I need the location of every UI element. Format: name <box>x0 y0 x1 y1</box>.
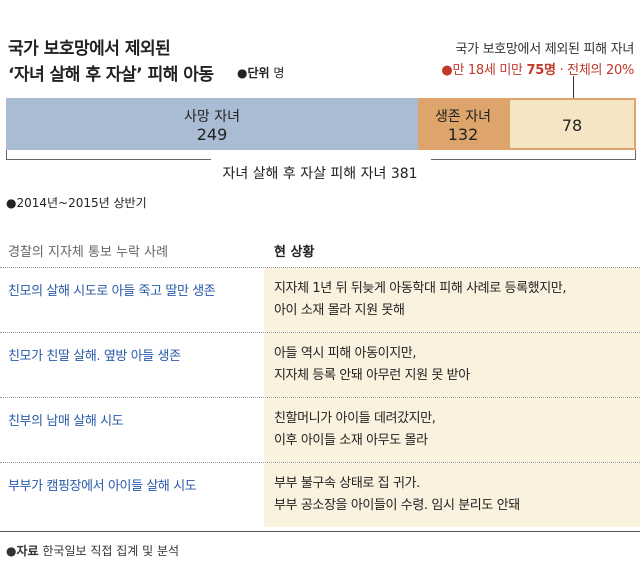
status-line: 친할머니가 아이들 데려갔지만, <box>274 411 436 426</box>
column-header-status: 현 상황 <box>274 245 315 260</box>
table-row: 친모의 살해 시도로 아들 죽고 딸만 생존 지자체 1년 뒤 뒤늦게 아동학대… <box>0 267 640 332</box>
bar-dead-children: 사망 자녀 249 <box>6 98 418 150</box>
source-note: ●자료 한국일보 직접 집계 및 분석 <box>6 542 179 559</box>
excluded-share: · 전체의 20% <box>555 63 635 78</box>
bar-dead-label: 사망 자녀 <box>184 109 240 125</box>
case-text: 친모의 살해 시도로 아들 죽고 딸만 생존 <box>8 284 216 299</box>
source-text: 한국일보 직접 집계 및 분석 <box>38 544 180 558</box>
status-cell: 아들 역시 피해 아동이지만, 지자체 등록 안돼 아무런 지원 못 받아 <box>264 333 640 397</box>
unit-value: 명 <box>273 66 285 80</box>
bar-dead-value: 249 <box>196 125 228 144</box>
chart-title-line1: 국가 보호망에서 제외된 <box>8 39 171 59</box>
unit-label: ●단위 명 <box>237 64 284 81</box>
total-label: 자녀 살해 후 자살 피해 자녀 381 <box>222 166 418 182</box>
bar-excluded-value: 78 <box>561 116 583 135</box>
bar-surviving-value: 132 <box>447 125 479 144</box>
status-cell: 부부 불구속 상태로 집 귀가. 부부 공소장을 아이들이 수령. 임시 분리도… <box>264 463 640 527</box>
source-label: ●자료 <box>6 544 39 558</box>
case-text: 친부의 남매 살해 시도 <box>8 414 124 429</box>
status-line: 아이 소재 몰라 지원 못해 <box>274 303 405 318</box>
table-header: 경찰의 지자체 통보 누락 사례 현 상황 <box>0 230 640 267</box>
bar-excluded-children: 78 <box>508 98 636 150</box>
case-text: 친모가 친딸 살해. 옆방 아들 생존 <box>8 349 181 364</box>
status-line: 부부 불구속 상태로 집 귀가. <box>274 476 420 491</box>
case-text: 부부가 캠핑장에서 아이들 살해 시도 <box>8 479 197 494</box>
table-row: 친모가 친딸 살해. 옆방 아들 생존 아들 역시 피해 아동이지만, 지자체 … <box>0 332 640 397</box>
column-header-case: 경찰의 지자체 통보 누락 사례 <box>8 245 169 260</box>
excluded-age: 만 18세 미만 <box>452 63 527 78</box>
bar-surviving-children: 생존 자녀 132 <box>418 98 508 150</box>
cases-table: 경찰의 지자체 통보 누락 사례 현 상황 친모의 살해 시도로 아들 죽고 딸… <box>0 230 640 527</box>
bar-surviving-label: 생존 자녀 <box>435 109 491 125</box>
chart-title-line2: ‘자녀 살해 후 자살’ 피해 아동 <box>8 65 214 85</box>
status-cell: 친할머니가 아이들 데려갔지만, 이후 아이들 소재 아무도 몰라 <box>264 398 640 462</box>
unit-label-key: ●단위 <box>237 66 270 80</box>
table-bottom-rule <box>0 531 640 532</box>
table-row: 부부가 캠핑장에서 아이들 살해 시도 부부 불구속 상태로 집 귀가. 부부 … <box>0 462 640 527</box>
total-label-background <box>211 158 431 184</box>
excluded-count: 75명 <box>526 63 556 78</box>
status-line: 부부 공소장을 아이들이 수령. 임시 분리도 안돼 <box>274 498 520 513</box>
excluded-note-detail: ●만 18세 미만 75명 · 전체의 20% <box>441 59 634 78</box>
status-line: 지자체 등록 안돼 아무런 지원 못 받아 <box>274 368 470 383</box>
bullet-icon: ● <box>441 63 453 78</box>
status-cell: 지자체 1년 뒤 뒤늦게 아동학대 피해 사례로 등록했지만, 아이 소재 몰라… <box>264 268 640 332</box>
excluded-leader-line <box>573 76 574 114</box>
status-line: 아들 역시 피해 아동이지만, <box>274 346 417 361</box>
status-line: 지자체 1년 뒤 뒤늦게 아동학대 피해 사례로 등록했지만, <box>274 281 567 296</box>
status-line: 이후 아이들 소재 아무도 몰라 <box>274 433 428 448</box>
table-row: 친부의 남매 살해 시도 친할머니가 아이들 데려갔지만, 이후 아이들 소재 … <box>0 397 640 462</box>
period-label: ●2014년~2015년 상반기 <box>6 196 147 210</box>
excluded-note-title: 국가 보호망에서 제외된 피해 자녀 <box>455 42 634 57</box>
